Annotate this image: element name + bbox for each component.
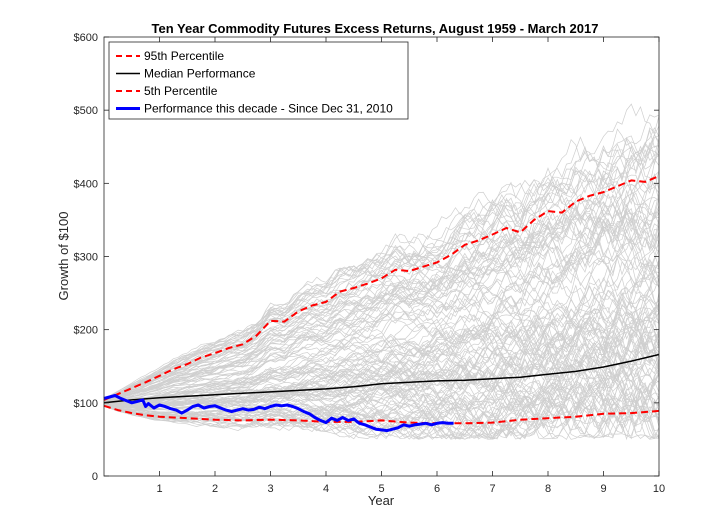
simulated-path-line xyxy=(103,208,660,402)
simulated-path-line xyxy=(103,308,660,405)
simulated-path-line xyxy=(103,257,660,404)
simulated-path-line xyxy=(103,347,660,412)
simulated-path-line xyxy=(103,373,660,439)
simulated-path-line xyxy=(103,135,660,400)
legend-box xyxy=(108,41,409,120)
simulated-path-line xyxy=(103,114,660,400)
series-line-1 xyxy=(103,353,660,404)
y-tick-label: $600 xyxy=(74,32,98,44)
series-line-3 xyxy=(103,394,454,433)
x-tick-label: 1 xyxy=(156,483,162,495)
simulated-path-line xyxy=(103,149,660,401)
y-tick-label: $100 xyxy=(74,398,98,410)
simulated-path-line xyxy=(103,284,660,404)
series-line-2 xyxy=(103,404,660,425)
simulated-path-line xyxy=(103,400,660,440)
simulated-path-line xyxy=(103,260,660,404)
x-tick-label: 6 xyxy=(434,483,440,495)
simulated-path-line xyxy=(103,193,660,401)
simulated-path-line xyxy=(103,217,660,403)
simulated-path-line xyxy=(103,384,660,439)
x-tick-label: 5 xyxy=(378,483,384,495)
y-axis-title: Growth of $100 xyxy=(56,212,71,301)
x-tick-label: 8 xyxy=(545,483,551,495)
legend: 95th Percentile Median Performance 5th Per… xyxy=(108,41,409,120)
simulated-path-line xyxy=(103,378,660,439)
x-tick-label: 4 xyxy=(323,483,329,495)
y-tick-label: $300 xyxy=(74,252,98,264)
legend-label-2: 5th Percentile xyxy=(144,84,218,98)
series-line-0 xyxy=(103,175,660,401)
simulated-path-line xyxy=(103,387,660,440)
simulated-path-line xyxy=(103,364,660,440)
y-tick-label: 0 xyxy=(92,471,98,483)
simulated-path-line xyxy=(103,213,660,402)
simulated-path-line xyxy=(103,265,660,403)
simulated-path-line xyxy=(103,125,660,400)
y-tick-label: $500 xyxy=(74,105,98,117)
simulated-path-line xyxy=(103,182,660,402)
simulated-path-line xyxy=(103,290,660,404)
simulated-path-line xyxy=(103,116,660,400)
simulated-path-line xyxy=(103,259,660,404)
simulated-path-line xyxy=(103,321,660,406)
simulated-path-line xyxy=(103,335,660,409)
x-tick-label: 3 xyxy=(267,483,273,495)
simulated-path-line xyxy=(103,359,660,423)
y-tick-label: $400 xyxy=(74,178,98,190)
simulated-path-line xyxy=(103,336,660,410)
simulated-path-line xyxy=(103,329,660,409)
simulated-path-line xyxy=(103,241,660,403)
simulated-path-line xyxy=(103,297,660,404)
simulated-path-line xyxy=(103,193,660,402)
simulated-path-line xyxy=(103,197,660,401)
x-axis: 1 2 3 4 5 6 7 8 9 10 xyxy=(156,37,665,495)
simulated-path-line xyxy=(103,209,660,402)
simulated-path-line xyxy=(103,343,660,408)
legend-label-3: Performance this decade - Since Dec 31, … xyxy=(144,102,393,116)
simulated-path-line xyxy=(103,280,660,404)
simulated-path-line xyxy=(103,376,660,439)
simulated-path-line xyxy=(103,392,660,440)
legend-label-0: 95th Percentile xyxy=(144,49,224,63)
x-tick-label: 10 xyxy=(653,483,665,495)
simulated-path-line xyxy=(103,135,660,400)
y-axis: 0 $100 $200 $300 $400 $500 $600 xyxy=(74,32,659,483)
chart-title: Ten Year Commodity Futures Excess Return… xyxy=(152,21,599,36)
simulated-path-line xyxy=(103,226,660,403)
x-axis-title: Year xyxy=(368,493,395,508)
legend-label-1: Median Performance xyxy=(144,67,256,81)
x-tick-label: 7 xyxy=(489,483,495,495)
simulated-path-line xyxy=(103,203,660,401)
simulated-path-line xyxy=(103,181,660,401)
simulated-path-line xyxy=(103,316,660,408)
simulated-path-line xyxy=(103,208,660,402)
x-tick-label: 2 xyxy=(212,483,218,495)
x-tick-label: 9 xyxy=(600,483,606,495)
series-lines xyxy=(103,175,660,433)
y-tick-label: $200 xyxy=(74,325,98,337)
simulated-path-line xyxy=(103,208,660,402)
